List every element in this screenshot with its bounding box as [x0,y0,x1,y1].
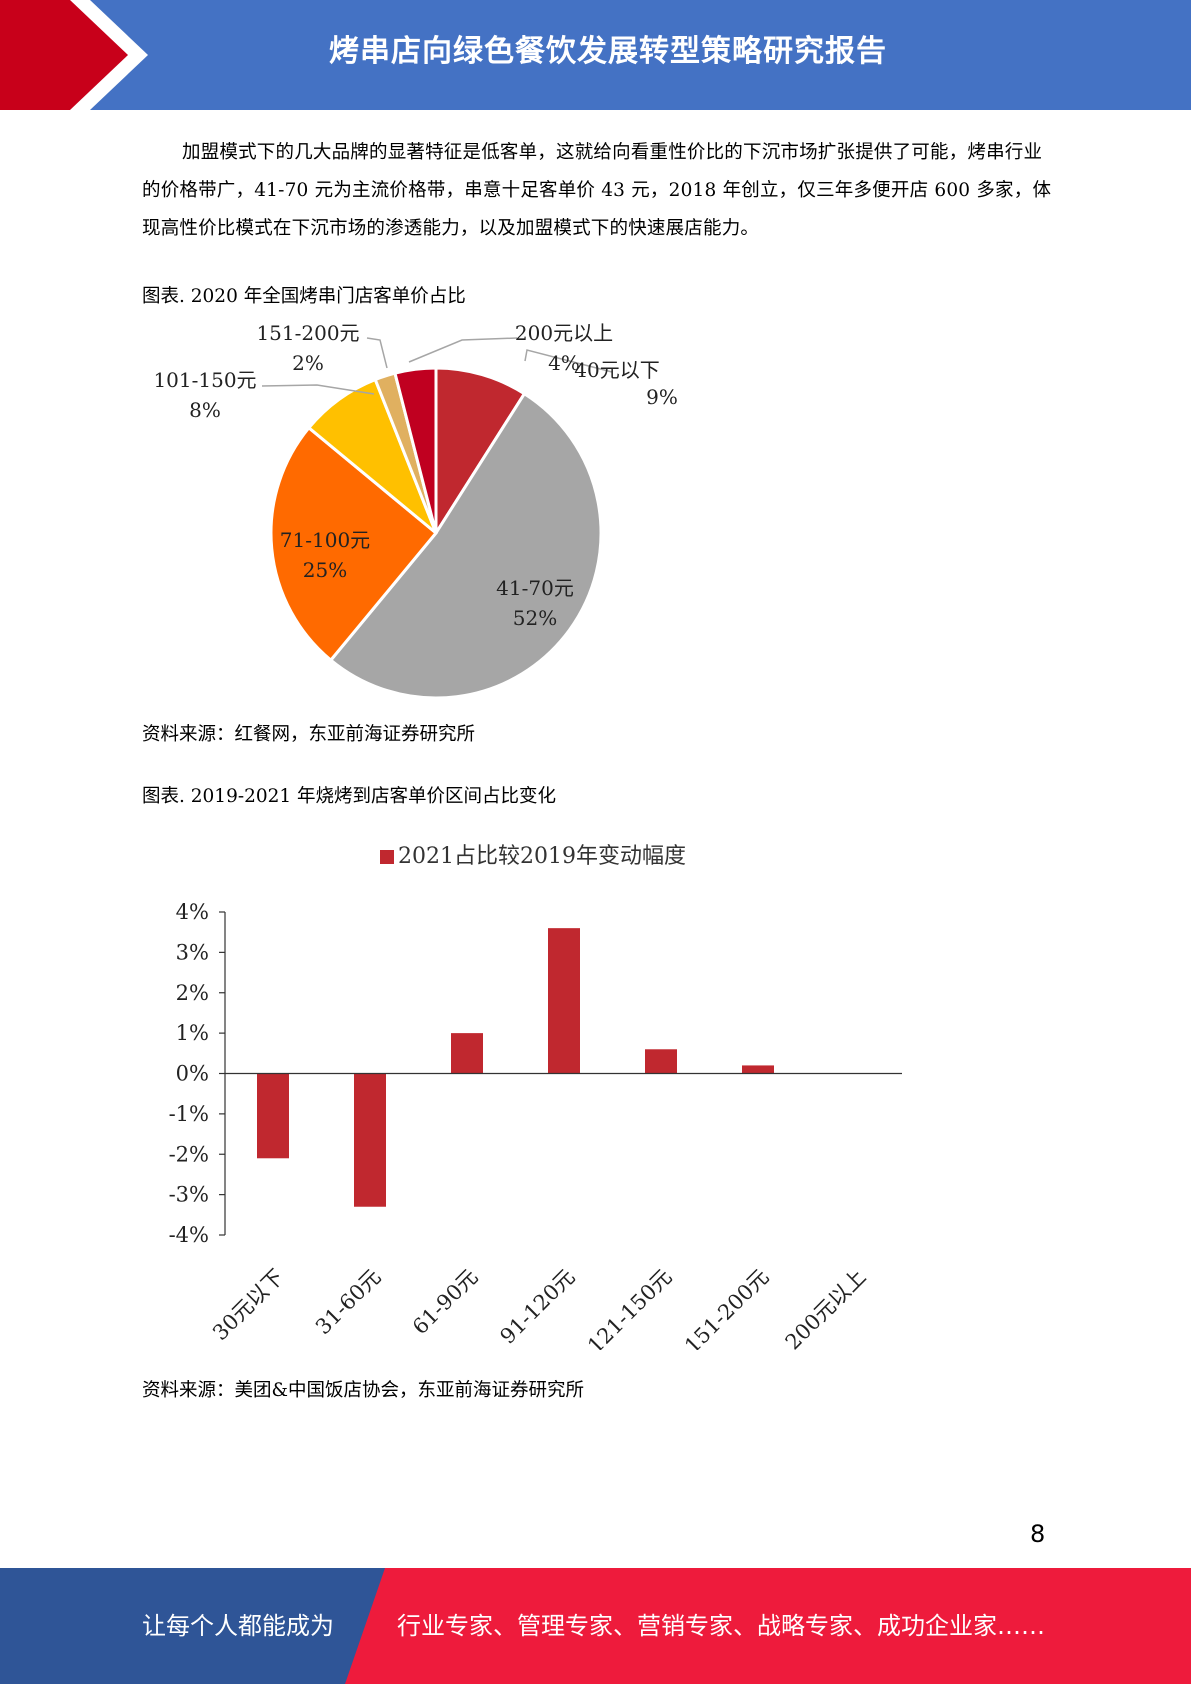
body-paragraph: 加盟模式下的几大品牌的显著特征是低客单，这就给向看重性价比的下沉市场扩张提供了可… [142,142,1052,239]
figure1-source: 资料来源：红餐网，东亚前海证券研究所 [142,724,476,745]
pie-slice-5 [393,366,438,534]
y-tick-label: 0% [176,1062,209,1086]
pie-slice-1 [328,391,603,700]
page-footer: 让每个人都能成为 行业专家、管理专家、营销专家、战略专家、成功企业家…… [0,1568,1191,1684]
x-tick-label: 121-150元 [583,1265,677,1350]
bar-1 [354,1073,386,1207]
pie-slice-2 [269,425,439,663]
y-tick-label: -3% [169,1183,209,1207]
pie-slice-pct-3: 8% [189,398,221,422]
pie-leader-line-0 [524,349,613,373]
y-tick-label: 4% [176,900,209,924]
bar-0 [257,1073,289,1159]
pie-slice-label-4: 151-200元 [256,321,359,345]
header-blue-band [0,0,1191,110]
x-tick-label: 91-120元 [495,1265,579,1349]
x-tick-label: 151-200元 [680,1265,774,1350]
bar-4 [645,1049,677,1074]
header-red-chevron [0,0,128,110]
pie-slice-label-0: 40元以下 [574,358,659,382]
pie-slice-label-5: 200元以上 [515,321,613,345]
bar-chart: 2021占比较2019年变动幅度 4% 3% 2% 1% 0% -1% -2% -3% -4% 30… [169,844,902,1350]
footer-slogan-right: 行业专家、管理专家、营销专家、战略专家、成功企业家…… [397,1612,1045,1640]
footer-banner-graphic [0,1568,1191,1684]
footer-slogan-left: 让每个人都能成为 [142,1612,334,1640]
pie-slice-label-2: 71-100元 [280,528,370,552]
pie-chart: 40元以下 9% 41-70元 52% 71-100元 25% 101-150元 8% 151-… [153,321,678,700]
page-number: 8 [1030,1520,1046,1548]
pie-slice-pct-2: 25% [303,558,347,582]
pie-leader-line-3 [261,384,375,395]
page-header: 烤串店向绿色餐饮发展转型策略研究报告 [0,0,1191,110]
footer-red-band [345,1568,1191,1684]
figure1-caption: 图表. 2020 年全国烤串门店客单价占比 [142,286,466,307]
y-tick-label: 2% [176,981,209,1005]
pie-slice-pct-1: 52% [513,606,557,630]
figure2-caption: 图表. 2019-2021 年烧烤到店客单价区间占比变化 [142,786,557,807]
legend-swatch [380,850,394,864]
pie-slice-pct-5: 4% [548,351,580,375]
bar-5 [742,1065,774,1074]
legend-label: 2021占比较2019年变动幅度 [398,844,686,869]
pie-slice-pct-0: 9% [646,385,678,409]
y-tick-label: -4% [169,1223,209,1247]
y-tick-label: -2% [169,1142,209,1166]
pie-leader-line-4 [366,337,388,369]
pie-slice-0 [434,366,527,539]
pie-leader-line-5 [408,337,518,363]
report-title: 烤串店向绿色餐饮发展转型策略研究报告 [329,34,887,69]
bar-2 [451,1033,483,1074]
pie-slice-pct-4: 2% [292,351,324,375]
x-tick-label: 61-90元 [408,1265,483,1340]
header-banner-graphic [0,0,1191,110]
pie-slice-label-1: 41-70元 [496,576,574,600]
x-tick-label: 31-60元 [311,1265,386,1340]
y-tick-label: -1% [169,1102,209,1126]
x-tick-label: 30元以下 [208,1265,288,1345]
figure2-source: 资料来源：美团&中国饭店协会，东亚前海证券研究所 [142,1380,584,1401]
x-tick-label: 200元以上 [781,1265,871,1350]
y-tick-label: 3% [176,940,209,964]
pie-slice-label-3: 101-150元 [153,368,256,392]
bar-3 [548,928,580,1074]
y-tick-label: 1% [176,1021,209,1045]
